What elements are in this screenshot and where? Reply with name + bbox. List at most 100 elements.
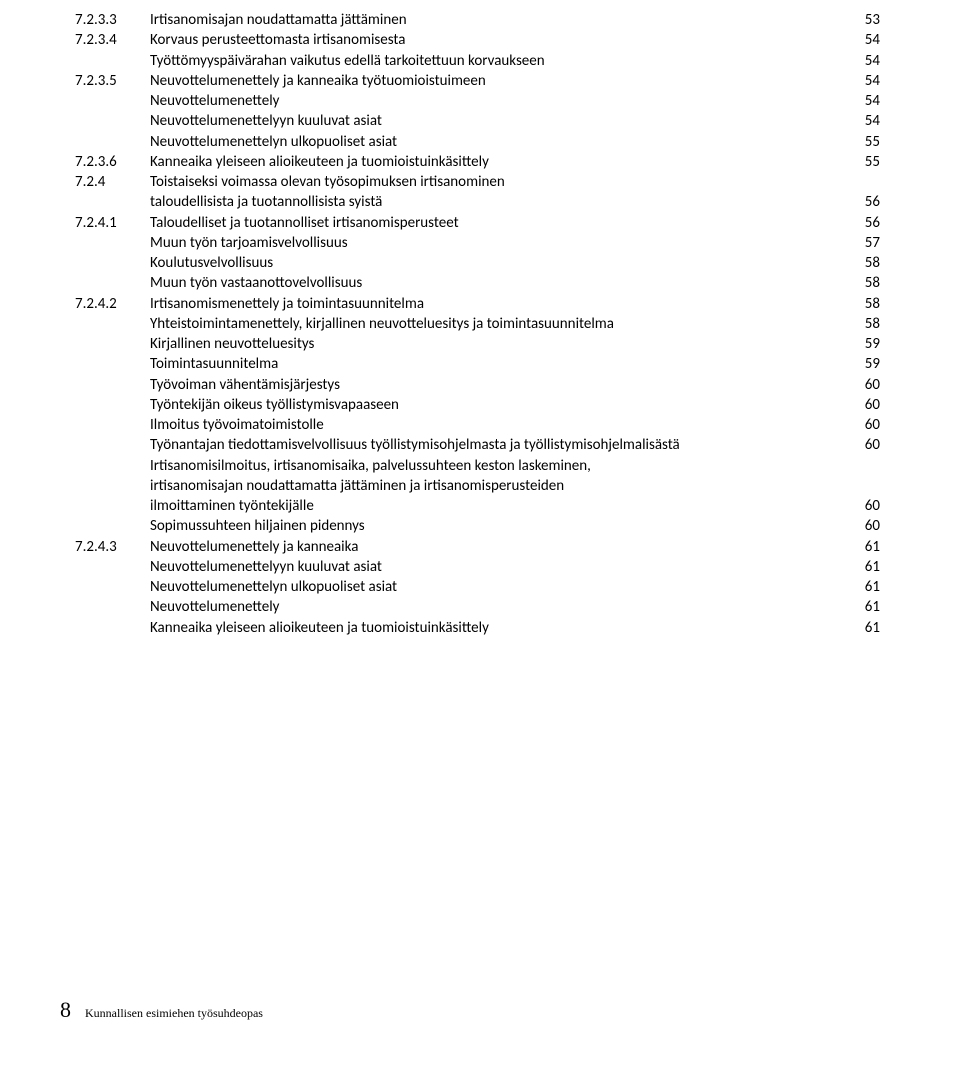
toc-text: Muun työn tarjoamisvelvollisuus xyxy=(75,233,852,253)
toc-page: 60 xyxy=(852,415,880,435)
toc-subrow: Irtisanomisilmoitus, irtisanomisaika, pa… xyxy=(75,456,880,476)
toc-row: 7.2.3.3Irtisanomisajan noudattamatta jät… xyxy=(75,10,880,30)
toc-page xyxy=(852,456,880,476)
toc-number: 7.2.4.2 xyxy=(75,294,150,314)
toc-page: 61 xyxy=(852,537,880,557)
toc-text: Taloudelliset ja tuotannolliset irtisano… xyxy=(150,213,852,233)
toc-subrow: Sopimussuhteen hiljainen pidennys60 xyxy=(75,516,880,536)
toc-text: Neuvottelumenettelyn ulkopuoliset asiat xyxy=(75,577,852,597)
toc-page: 60 xyxy=(852,516,880,536)
toc-subrow: Kirjallinen neuvotteluesitys59 xyxy=(75,334,880,354)
toc-subrow: Muun työn tarjoamisvelvollisuus57 xyxy=(75,233,880,253)
toc-text: Neuvottelumenettely xyxy=(75,597,852,617)
toc-text: Kanneaika yleiseen alioikeuteen ja tuomi… xyxy=(150,152,852,172)
toc-text: Sopimussuhteen hiljainen pidennys xyxy=(75,516,852,536)
toc-page: 60 xyxy=(852,435,880,455)
toc-subrow: Työntekijän oikeus työllistymisvapaaseen… xyxy=(75,395,880,415)
toc-text: Neuvottelumenettelyyn kuuluvat asiat xyxy=(75,557,852,577)
toc-text: irtisanomisajan noudattamatta jättäminen… xyxy=(75,476,852,496)
toc-subrow: Neuvottelumenettelyyn kuuluvat asiat54 xyxy=(75,111,880,131)
toc-number: 7.2.3.5 xyxy=(75,71,150,91)
toc-page: 60 xyxy=(852,395,880,415)
toc-subrow: Yhteistoimintamenettely, kirjallinen neu… xyxy=(75,314,880,334)
toc-subrow: Neuvottelumenettelyn ulkopuoliset asiat6… xyxy=(75,577,880,597)
toc-subrow: Muun työn vastaanottovelvollisuus58 xyxy=(75,273,880,293)
toc-text: Irtisanomismenettely ja toimintasuunnite… xyxy=(150,294,852,314)
toc-text: Neuvottelumenettelyn ulkopuoliset asiat xyxy=(75,132,852,152)
footer-title: Kunnallisen esimiehen työsuhdeopas xyxy=(85,1005,263,1021)
toc-page: 54 xyxy=(852,71,880,91)
toc-subrow: irtisanomisajan noudattamatta jättäminen… xyxy=(75,476,880,496)
toc-subrow: Työttömyyspäivärahan vaikutus edellä tar… xyxy=(75,51,880,71)
page-number: 8 xyxy=(60,995,71,1025)
toc-number: 7.2.3.3 xyxy=(75,10,150,30)
toc-subrow: Toimintasuunnitelma59 xyxy=(75,354,880,374)
toc-subrow: ilmoittaminen työntekijälle60 xyxy=(75,496,880,516)
toc-page: 54 xyxy=(852,51,880,71)
toc-page: 61 xyxy=(852,618,880,638)
toc-text: Kirjallinen neuvotteluesitys xyxy=(75,334,852,354)
toc-subrow: Ilmoitus työvoimatoimistolle60 xyxy=(75,415,880,435)
toc-text: Työnantajan tiedottamisvelvollisuus työl… xyxy=(75,435,852,455)
toc-page: 61 xyxy=(852,577,880,597)
page-footer: 8 Kunnallisen esimiehen työsuhdeopas xyxy=(60,995,263,1025)
toc-subrow: Neuvottelumenettelyn ulkopuoliset asiat5… xyxy=(75,132,880,152)
toc-text: Toimintasuunnitelma xyxy=(75,354,852,374)
toc-subrow: Neuvottelumenettely54 xyxy=(75,91,880,111)
toc-page: 54 xyxy=(852,91,880,111)
toc-page: 54 xyxy=(852,111,880,131)
toc-page: 60 xyxy=(852,496,880,516)
toc-number: 7.2.3.4 xyxy=(75,30,150,50)
toc-row: 7.2.3.4Korvaus perusteettomasta irtisano… xyxy=(75,30,880,50)
toc-page: 58 xyxy=(852,294,880,314)
toc-page: 60 xyxy=(852,375,880,395)
toc-row: 7.2.4Toistaiseksi voimassa olevan työsop… xyxy=(75,172,880,192)
toc-row: 7.2.3.6Kanneaika yleiseen alioikeuteen j… xyxy=(75,152,880,172)
toc-text: ilmoittaminen työntekijälle xyxy=(75,496,852,516)
toc-subrow: taloudellisista ja tuotannollisista syis… xyxy=(75,192,880,212)
toc-row: 7.2.4.3Neuvottelumenettely ja kanneaika6… xyxy=(75,537,880,557)
toc-page: 61 xyxy=(852,597,880,617)
toc-text: Irtisanomisilmoitus, irtisanomisaika, pa… xyxy=(75,456,852,476)
toc-text: Koulutusvelvollisuus xyxy=(75,253,852,273)
toc-number: 7.2.4 xyxy=(75,172,150,192)
toc-page: 58 xyxy=(852,253,880,273)
toc-subrow: Työnantajan tiedottamisvelvollisuus työl… xyxy=(75,435,880,455)
toc-page: 56 xyxy=(852,192,880,212)
toc-text: Yhteistoimintamenettely, kirjallinen neu… xyxy=(75,314,852,334)
toc-text: Työvoiman vähentämisjärjestys xyxy=(75,375,852,395)
toc-page: 55 xyxy=(852,152,880,172)
toc-text: Neuvottelumenettely ja kanneaika xyxy=(150,537,852,557)
toc-subrow: Kanneaika yleiseen alioikeuteen ja tuomi… xyxy=(75,618,880,638)
toc-page: 58 xyxy=(852,273,880,293)
toc-number: 7.2.3.6 xyxy=(75,152,150,172)
toc-subrow: Neuvottelumenettelyyn kuuluvat asiat61 xyxy=(75,557,880,577)
toc-row: 7.2.4.2Irtisanomismenettely ja toimintas… xyxy=(75,294,880,314)
toc-text: Toistaiseksi voimassa olevan työsopimuks… xyxy=(150,172,852,192)
toc-subrow: Työvoiman vähentämisjärjestys60 xyxy=(75,375,880,395)
toc-page xyxy=(852,476,880,496)
toc-subrow: Koulutusvelvollisuus58 xyxy=(75,253,880,273)
toc-page: 57 xyxy=(852,233,880,253)
toc-row: 7.2.3.5Neuvottelumenettely ja kanneaika … xyxy=(75,71,880,91)
toc-text: Muun työn vastaanottovelvollisuus xyxy=(75,273,852,293)
toc-text: Neuvottelumenettelyyn kuuluvat asiat xyxy=(75,111,852,131)
toc-page: 59 xyxy=(852,334,880,354)
table-of-contents: 7.2.3.3Irtisanomisajan noudattamatta jät… xyxy=(75,10,880,638)
toc-text: Ilmoitus työvoimatoimistolle xyxy=(75,415,852,435)
toc-page: 58 xyxy=(852,314,880,334)
toc-text: Työttömyyspäivärahan vaikutus edellä tar… xyxy=(75,51,852,71)
toc-number: 7.2.4.1 xyxy=(75,213,150,233)
toc-text: Neuvottelumenettely ja kanneaika työtuom… xyxy=(150,71,852,91)
toc-page: 53 xyxy=(852,10,880,30)
toc-row: 7.2.4.1Taloudelliset ja tuotannolliset i… xyxy=(75,213,880,233)
toc-number: 7.2.4.3 xyxy=(75,537,150,557)
toc-text: Irtisanomisajan noudattamatta jättäminen xyxy=(150,10,852,30)
toc-page: 56 xyxy=(852,213,880,233)
toc-text: taloudellisista ja tuotannollisista syis… xyxy=(75,192,852,212)
toc-text: Korvaus perusteettomasta irtisanomisesta xyxy=(150,30,852,50)
toc-text: Kanneaika yleiseen alioikeuteen ja tuomi… xyxy=(75,618,852,638)
toc-text: Työntekijän oikeus työllistymisvapaaseen xyxy=(75,395,852,415)
toc-subrow: Neuvottelumenettely61 xyxy=(75,597,880,617)
toc-page: 61 xyxy=(852,557,880,577)
